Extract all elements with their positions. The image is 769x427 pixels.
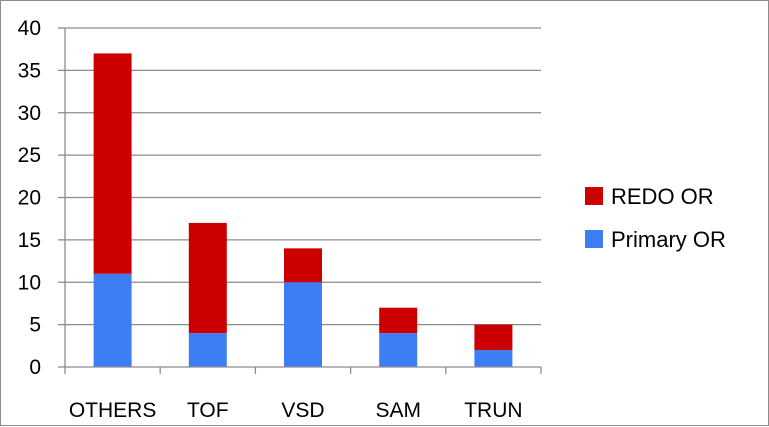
bar-redo-or-sam [379, 307, 418, 334]
y-tick-label: 15 [18, 229, 41, 252]
x-category-label: OTHERS [69, 399, 157, 422]
x-category-label: TOF [187, 399, 229, 422]
y-tick-labels: 0 5 10 15 20 25 30 35 40 [18, 17, 41, 379]
bar-redo-or-vsd [284, 248, 322, 283]
axes [58, 27, 542, 374]
x-category-labels: OTHERS TOF VSD SAM TRUN [69, 399, 523, 422]
bar-primary-or-tof [188, 333, 227, 367]
bar-primary-or-sam [379, 333, 418, 367]
y-tick-label: 30 [18, 102, 41, 125]
legend-label: Primary OR [611, 227, 726, 252]
y-tick-label: 5 [29, 314, 41, 337]
bar-primary-or-others [93, 273, 132, 367]
x-category-label: VSD [281, 399, 324, 422]
bar-primary-or-trun [474, 350, 513, 367]
bars [93, 53, 513, 367]
y-tick-label: 35 [18, 59, 41, 82]
legend-swatch-redo-or [585, 187, 603, 205]
legend-label: REDO OR [611, 184, 714, 209]
bar-redo-or-trun [474, 324, 513, 351]
y-tick-label: 10 [18, 271, 41, 294]
gridlines [65, 27, 541, 326]
y-tick-label: 20 [18, 187, 41, 210]
bar-redo-or-tof [188, 222, 227, 334]
x-category-label: TRUN [464, 399, 522, 422]
legend-swatch-primary-or [585, 230, 603, 248]
y-tick-label: 25 [18, 144, 41, 167]
bar-redo-or-others [93, 53, 132, 274]
legend: REDO OR Primary OR [585, 184, 726, 252]
y-tick-label: 0 [29, 356, 41, 379]
bar-primary-or-vsd [284, 282, 322, 367]
y-tick-label: 40 [18, 17, 41, 40]
x-category-label: SAM [375, 399, 421, 422]
